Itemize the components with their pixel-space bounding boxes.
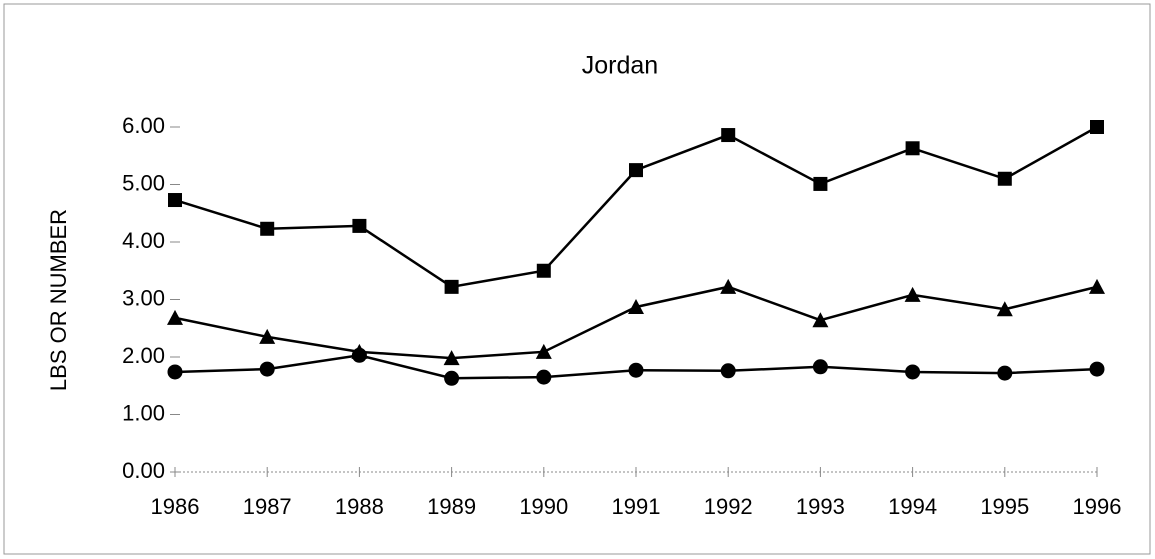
marker [352,218,367,233]
marker [167,309,183,325]
marker [904,286,921,302]
marker [444,279,459,294]
marker [996,301,1013,317]
x-tick-label: 1988 [335,494,384,519]
marker [628,298,644,314]
y-tick-label: 1.00 [122,400,165,425]
marker [351,347,367,363]
x-tick-label: 1994 [888,494,937,519]
y-tick-label: 6.00 [122,113,165,138]
series-line [174,285,1098,360]
y-axis-label: LBS OR NUMBER [46,209,71,391]
marker [444,370,460,386]
x-tick-label: 1993 [796,494,845,519]
marker [1089,361,1105,377]
y-tick-label: 4.00 [122,228,165,253]
series-line [174,125,1098,289]
y-tick-label: 0.00 [122,458,165,483]
y-tick-label: 2.00 [122,343,165,368]
marker [168,193,182,208]
marker [629,163,643,178]
marker [443,350,460,366]
x-tick-label: 1989 [427,494,476,519]
marker [1089,278,1105,294]
y-tick-label: 3.00 [122,285,165,310]
marker [812,312,829,328]
marker [812,359,828,375]
marker [167,364,183,380]
marker [536,369,552,385]
x-tick-label: 1991 [612,494,661,519]
marker [1090,120,1104,134]
x-tick-label: 1992 [704,494,753,519]
marker [905,141,920,156]
marker [813,176,828,191]
marker [260,221,275,236]
x-tick-label: 1990 [519,494,568,519]
marker [259,328,276,344]
x-tick-label: 1987 [243,494,292,519]
marker [721,128,736,143]
marker [536,263,551,278]
marker [997,171,1012,186]
marker [628,362,644,378]
x-tick-label: 1996 [1073,494,1122,519]
marker [720,278,737,294]
marker [997,365,1013,381]
chart-title: Jordan [582,52,658,80]
marker [905,364,921,380]
marker [259,361,275,377]
y-tick-label: 5.00 [122,170,165,195]
marker [535,343,552,359]
x-tick-label: 1995 [980,494,1029,519]
x-tick-label: 1986 [151,494,200,519]
marker [720,363,736,379]
chart-frame [3,3,1151,555]
